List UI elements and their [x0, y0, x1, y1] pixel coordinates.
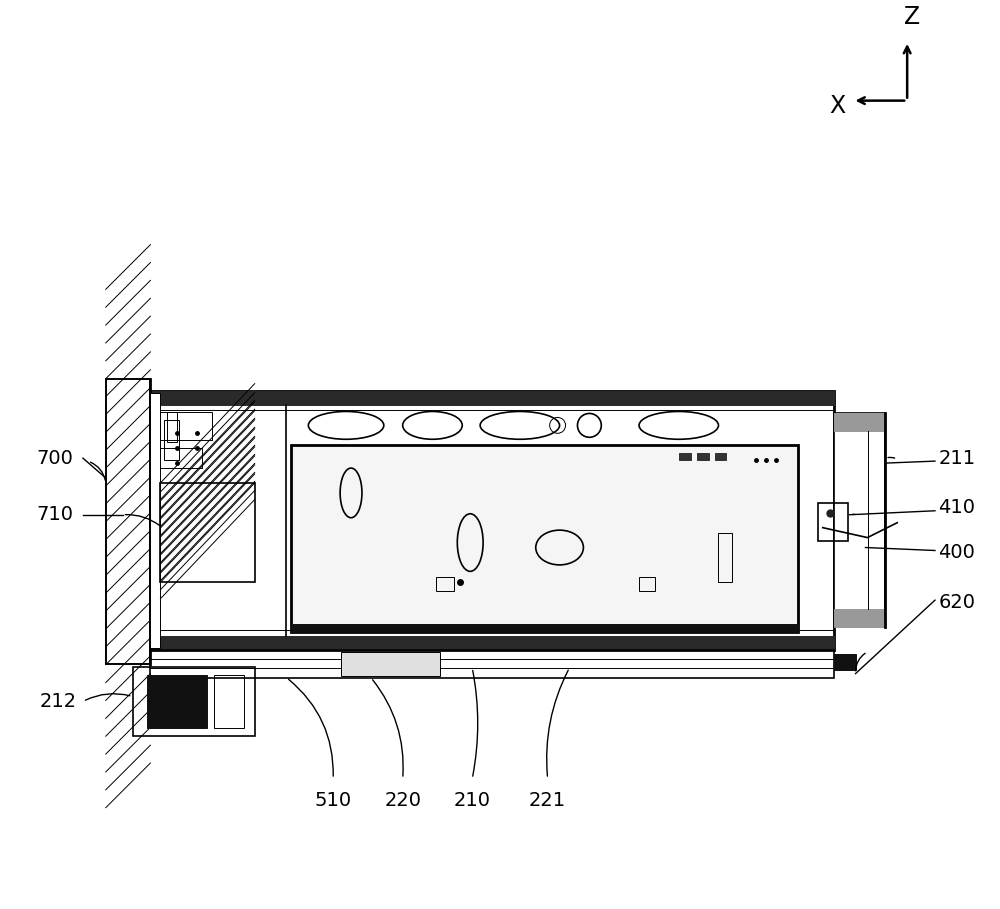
Bar [106, 379, 150, 664]
Bar [106, 379, 150, 664]
Bar [214, 674, 244, 728]
Bar [341, 652, 440, 675]
Bar [106, 379, 150, 664]
Bar [106, 379, 150, 664]
Bar [133, 666, 255, 736]
Text: 221: 221 [529, 791, 566, 810]
Bar [167, 413, 177, 443]
Bar [160, 448, 202, 468]
Text: 410: 410 [938, 498, 975, 517]
Text: 700: 700 [37, 449, 74, 467]
Bar [291, 624, 798, 632]
Bar [718, 533, 732, 583]
Bar [106, 379, 150, 664]
Text: 210: 210 [454, 791, 491, 810]
Bar [106, 379, 150, 664]
Bar [106, 379, 150, 664]
Bar [106, 379, 150, 664]
Bar [106, 379, 150, 664]
Bar [834, 654, 856, 670]
Bar [834, 414, 885, 627]
Bar [106, 379, 150, 664]
Bar [697, 454, 709, 460]
Bar [150, 391, 834, 650]
Bar [106, 379, 150, 664]
Bar [106, 379, 150, 664]
Text: 212: 212 [40, 692, 77, 711]
Bar [436, 577, 454, 591]
Text: Z: Z [904, 5, 920, 29]
Text: 710: 710 [37, 505, 74, 524]
Text: 510: 510 [315, 791, 352, 810]
Bar [715, 454, 726, 460]
Bar [106, 379, 150, 664]
Bar [106, 379, 150, 664]
Bar [818, 503, 848, 541]
Bar [106, 379, 150, 664]
Bar [106, 379, 150, 664]
Bar [834, 414, 885, 432]
Bar [106, 379, 150, 664]
Bar [106, 379, 150, 664]
Bar [106, 379, 150, 664]
Bar [106, 379, 150, 664]
Bar [291, 445, 798, 632]
Bar [106, 379, 150, 664]
Bar [150, 393, 160, 648]
Bar [639, 577, 655, 591]
Bar [106, 379, 150, 664]
Bar [106, 379, 150, 664]
Bar [679, 454, 691, 460]
Bar [160, 413, 212, 440]
Bar [106, 379, 150, 664]
Text: X: X [830, 94, 846, 117]
Bar [150, 391, 834, 405]
Bar [106, 379, 150, 664]
Bar [106, 379, 150, 664]
Text: 620: 620 [938, 593, 975, 612]
Bar [160, 483, 255, 583]
Bar [834, 609, 885, 627]
Bar [106, 379, 150, 664]
Bar [106, 379, 150, 664]
Bar [106, 379, 150, 664]
Bar [147, 674, 207, 728]
Bar [106, 379, 150, 664]
Bar [164, 420, 179, 460]
Bar [150, 650, 834, 677]
Text: 400: 400 [938, 543, 975, 562]
Bar [106, 379, 150, 664]
Bar [106, 379, 150, 664]
Text: 211: 211 [938, 449, 975, 467]
Bar [150, 636, 834, 650]
Text: 220: 220 [384, 791, 421, 810]
